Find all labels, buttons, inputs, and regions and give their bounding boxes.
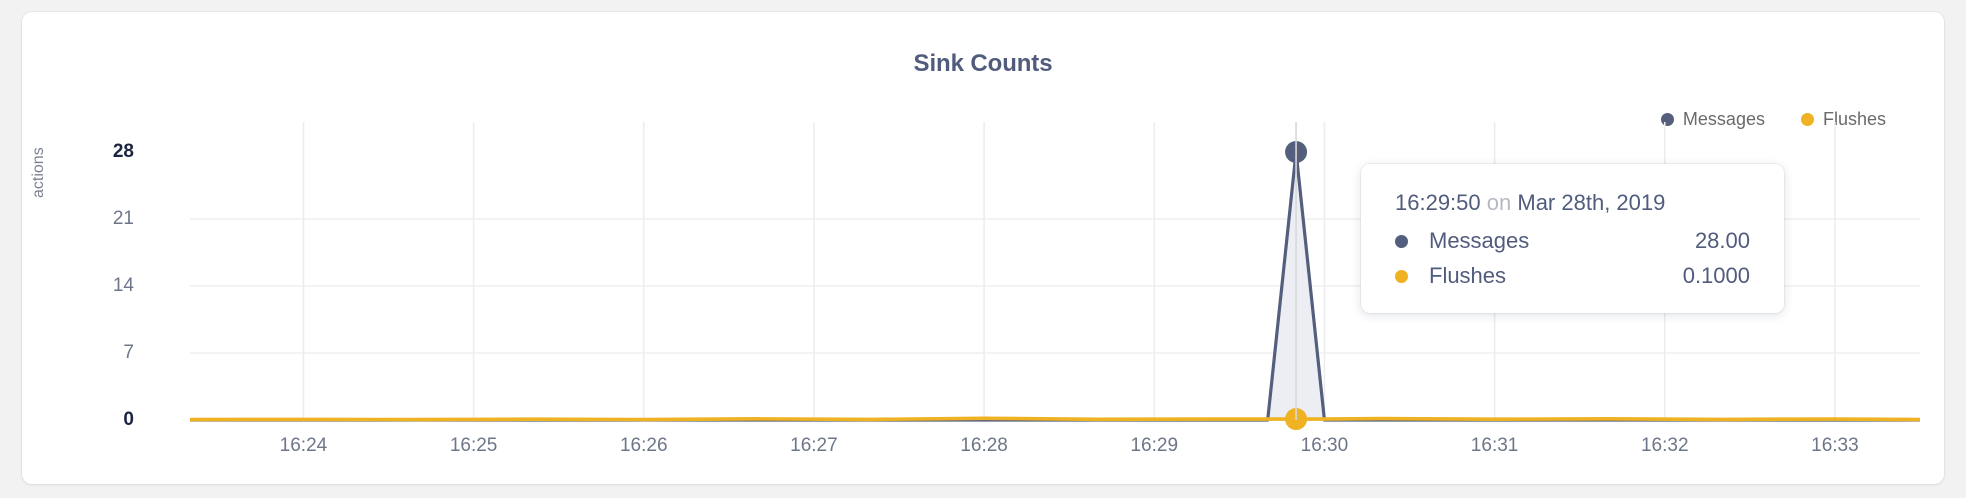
y-tick-21: 21 (112, 208, 134, 229)
chart-legend: Messages Flushes (1660, 109, 1886, 130)
legend-item-flushes[interactable]: Flushes (1800, 109, 1886, 130)
tooltip-timestamp: 16:29:50 on Mar 28th, 2019 (1395, 190, 1750, 216)
tooltip-name-flushes: Flushes (1429, 263, 1507, 288)
tooltip-dot-messages-icon (1395, 234, 1408, 248)
y-tick-14: 14 (112, 275, 134, 296)
plot-area[interactable]: actions 0 7 14 21 28 16:24 16:25 16:26 16:27 16:… (22, 12, 1944, 484)
x-tick-16-24: 16:24 (279, 435, 328, 456)
legend-label-messages: Messages (1682, 109, 1765, 129)
y-tick-28: 28 (112, 141, 134, 162)
x-tick-16-29: 16:29 (1130, 435, 1179, 456)
tooltip-value-messages: 28.00 (1694, 228, 1750, 253)
y-tick-0: 0 (123, 409, 134, 430)
x-tick-16-30: 16:30 (1300, 435, 1349, 456)
x-tick-16-25: 16:25 (449, 435, 498, 456)
tooltip-connector: on (1486, 190, 1512, 215)
chart-title: Sink Counts (913, 50, 1053, 77)
tooltip-date: Mar 28th, 2019 (1517, 190, 1666, 215)
x-tick-16-26: 16:26 (619, 435, 668, 456)
chart-tooltip: 16:29:50 on Mar 28th, 2019 Messages 28.0… (1361, 164, 1784, 313)
x-tick-16-33: 16:33 (1811, 435, 1859, 456)
legend-dot-flushes-icon (1800, 113, 1814, 126)
tooltip-name-messages: Messages (1429, 228, 1530, 253)
tooltip-time: 16:29:50 (1395, 190, 1481, 215)
x-tick-16-31: 16:31 (1470, 435, 1519, 456)
series-flushes-line (189, 416, 1921, 422)
x-tick-16-32: 16:32 (1640, 435, 1689, 456)
y-axis-ticks: 0 7 14 21 28 (64, 12, 134, 484)
legend-label-flushes: Flushes (1822, 109, 1886, 129)
tooltip-dot-flushes-icon (1395, 269, 1408, 283)
tooltip-value-flushes: 0.1000 (1682, 263, 1750, 288)
y-tick-7: 7 (123, 342, 134, 363)
x-tick-16-28: 16:28 (960, 435, 1008, 456)
x-tick-16-27: 16:27 (790, 435, 838, 456)
tooltip-row-messages: Messages 28.00 (1395, 228, 1750, 254)
tooltip-row-flushes: Flushes 0.1000 (1395, 263, 1750, 289)
